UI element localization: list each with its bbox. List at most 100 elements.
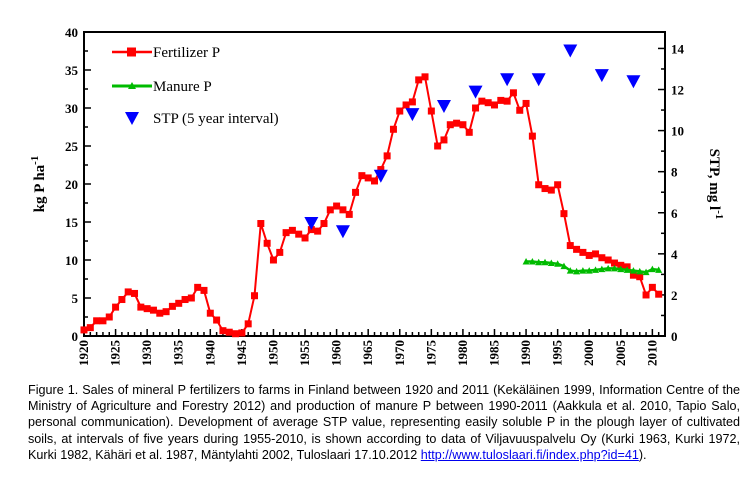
- data-point: [440, 136, 448, 144]
- data-point: [427, 107, 435, 115]
- data-point: [295, 230, 303, 238]
- data-point: [598, 265, 606, 273]
- data-point: [200, 286, 208, 294]
- x-tick-label: 1995: [550, 340, 565, 367]
- legend-item-fertilizer: Fertilizer P: [112, 45, 220, 61]
- data-point: [335, 225, 350, 239]
- data-point: [219, 327, 227, 335]
- data-point: [156, 309, 164, 317]
- y2-tick-label: 8: [671, 165, 678, 180]
- data-point: [364, 174, 372, 182]
- data-point: [244, 320, 252, 328]
- data-point: [629, 271, 637, 279]
- data-point: [573, 267, 581, 275]
- data-point: [194, 283, 202, 291]
- y-tick-label: 20: [65, 177, 78, 192]
- data-point: [99, 317, 107, 325]
- x-tick-label: 1965: [360, 340, 375, 367]
- data-point: [238, 329, 246, 337]
- data-point: [472, 104, 480, 112]
- data-point: [137, 303, 145, 311]
- data-point: [358, 172, 366, 180]
- data-point: [617, 265, 625, 273]
- data-point: [655, 290, 663, 298]
- x-tick-label: 2000: [581, 340, 596, 366]
- data-point: [541, 258, 549, 266]
- data-point: [522, 258, 530, 265]
- data-point: [118, 296, 126, 304]
- data-point: [314, 227, 322, 235]
- chart: 1920 1925 1930 1935 1940 1945 1950 1955 1960 1965…: [29, 25, 725, 367]
- x-tick-label: 2010: [644, 340, 659, 366]
- data-point: [554, 181, 562, 189]
- data-point: [405, 108, 420, 122]
- data-point: [93, 317, 101, 325]
- data-point: [86, 324, 94, 332]
- data-point: [232, 330, 240, 338]
- data-point: [105, 313, 113, 321]
- data-point: [598, 254, 606, 262]
- x-tick-label: 1970: [392, 340, 407, 366]
- y-tick-label: 15: [65, 215, 79, 230]
- data-point: [320, 220, 328, 228]
- data-point: [112, 303, 120, 311]
- data-point: [528, 132, 536, 140]
- x-tick-label: 1960: [329, 340, 344, 366]
- legend-item-manure: Manure P: [112, 79, 212, 95]
- data-point: [377, 166, 385, 174]
- y2-tick-label: 6: [671, 206, 678, 221]
- caption-tail: ).: [638, 447, 647, 462]
- data-point: [648, 265, 656, 273]
- data-point: [143, 305, 151, 313]
- x-tick-label: 1945: [234, 340, 249, 367]
- x-tick-label: 2005: [613, 340, 628, 367]
- caption-text: Figure 1. Sales of mineral P fertilizers…: [28, 383, 740, 462]
- figure-caption: Figure 1. Sales of mineral P fertilizers…: [28, 382, 740, 463]
- data-point: [522, 99, 530, 107]
- data-point: [389, 125, 397, 133]
- data-point: [421, 73, 429, 81]
- x-tick-label: 1930: [139, 340, 154, 366]
- data-point: [604, 264, 612, 272]
- data-point: [478, 97, 486, 105]
- data-point: [579, 248, 587, 256]
- y-tick-label: 25: [65, 139, 79, 154]
- data-point: [503, 97, 511, 105]
- data-point: [269, 256, 277, 264]
- data-point: [560, 262, 568, 270]
- y-axis-right: 0 2 4 6 8 10 12 14: [658, 41, 685, 344]
- data-point: [535, 181, 543, 189]
- data-point: [490, 101, 498, 109]
- data-point: [251, 292, 259, 300]
- data-point: [257, 220, 265, 228]
- data-point: [339, 206, 347, 214]
- data-point: [282, 229, 290, 237]
- data-point: [187, 294, 195, 302]
- y2-tick-label: 12: [671, 83, 684, 98]
- data-point: [655, 266, 663, 273]
- x-tick-label: 1940: [202, 340, 217, 366]
- caption-link[interactable]: http://www.tuloslaari.fi/index.php?id=41: [420, 447, 639, 462]
- data-point: [500, 73, 515, 87]
- data-point: [326, 206, 334, 214]
- data-point: [468, 85, 483, 99]
- x-tick-label: 1935: [171, 340, 186, 367]
- data-point: [636, 267, 644, 275]
- legend-item-stp: STP (5 year interval): [125, 111, 279, 127]
- data-point: [288, 226, 296, 234]
- data-point: [434, 142, 442, 150]
- legend-label-stp: STP (5 year interval): [153, 111, 279, 127]
- data-point: [465, 128, 473, 136]
- x-tick-label: 1950: [265, 340, 280, 366]
- data-point: [263, 239, 271, 247]
- data-point: [592, 250, 600, 258]
- data-point: [175, 299, 183, 307]
- data-point: [623, 266, 631, 273]
- data-point: [554, 260, 562, 267]
- x-tick-label: 1990: [518, 340, 533, 366]
- legend-label-fertilizer: Fertilizer P: [153, 45, 220, 61]
- y-tick-label: 10: [65, 253, 78, 268]
- y-tick-label: 0: [72, 329, 79, 344]
- data-point: [304, 217, 319, 231]
- data-point: [345, 210, 353, 218]
